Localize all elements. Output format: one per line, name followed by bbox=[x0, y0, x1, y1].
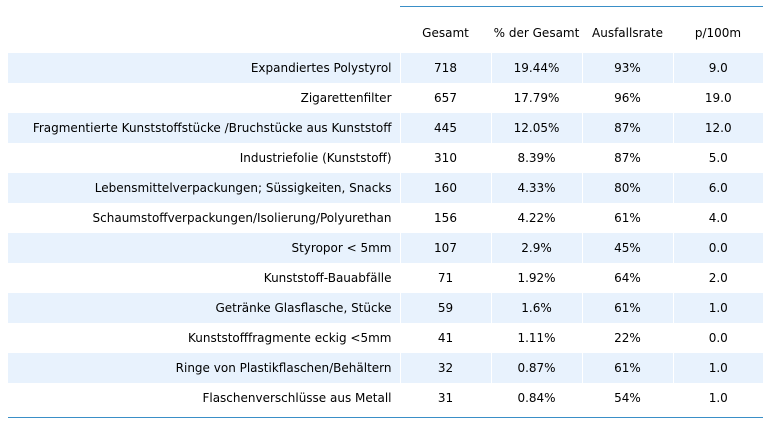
cell-gesamt: 71 bbox=[399, 263, 491, 293]
row-label: Kunststoff-Bauabfälle bbox=[8, 263, 400, 293]
cell-gesamt: 310 bbox=[399, 143, 491, 173]
table-row: Flaschenverschlüsse aus Metall 31 0.84% … bbox=[8, 383, 763, 413]
cell-ausfallsrate: 87% bbox=[581, 113, 673, 143]
cell-p100m: 19.0 bbox=[672, 83, 763, 113]
cell-ausfallsrate: 96% bbox=[581, 83, 673, 113]
cell-percent: 8.39% bbox=[490, 143, 582, 173]
table-row: Schaumstoffverpackungen/Isolierung/Polyu… bbox=[8, 203, 763, 233]
table-row: Zigarettenfilter 657 17.79% 96% 19.0 bbox=[8, 83, 763, 113]
cell-gesamt: 32 bbox=[399, 353, 491, 383]
cell-percent: 2.9% bbox=[490, 233, 582, 263]
cell-ausfallsrate: 54% bbox=[581, 383, 673, 413]
table-row: Kunststoff-Bauabfälle 71 1.92% 64% 2.0 bbox=[8, 263, 763, 293]
cell-percent: 1.92% bbox=[490, 263, 582, 293]
table-row: Expandiertes Polystyrol 718 19.44% 93% 9… bbox=[8, 53, 763, 83]
row-label: Getränke Glasflasche, Stücke bbox=[8, 293, 400, 323]
table-row: Kunststofffragmente eckig <5mm 41 1.11% … bbox=[8, 323, 763, 353]
row-label: Ringe von Plastikflaschen/Behältern bbox=[8, 353, 400, 383]
cell-p100m: 1.0 bbox=[672, 383, 763, 413]
cell-percent: 17.79% bbox=[490, 83, 582, 113]
data-table: Gesamt % der Gesamt Ausfallsrate p/100m … bbox=[8, 12, 763, 413]
cell-gesamt: 31 bbox=[399, 383, 491, 413]
cell-p100m: 12.0 bbox=[672, 113, 763, 143]
cell-percent: 4.22% bbox=[490, 203, 582, 233]
cell-ausfallsrate: 61% bbox=[581, 353, 673, 383]
table-row: Industriefolie (Kunststoff) 310 8.39% 87… bbox=[8, 143, 763, 173]
row-label: Industriefolie (Kunststoff) bbox=[8, 143, 400, 173]
table-row: Lebensmittelverpackungen; Süssigkeiten, … bbox=[8, 173, 763, 203]
cell-gesamt: 156 bbox=[399, 203, 491, 233]
row-label: Schaumstoffverpackungen/Isolierung/Polyu… bbox=[8, 203, 400, 233]
cell-percent: 19.44% bbox=[490, 53, 582, 83]
table-row: Getränke Glasflasche, Stücke 59 1.6% 61%… bbox=[8, 293, 763, 323]
table-row: Ringe von Plastikflaschen/Behältern 32 0… bbox=[8, 353, 763, 383]
cell-gesamt: 657 bbox=[399, 83, 491, 113]
cell-ausfallsrate: 64% bbox=[581, 263, 673, 293]
cell-ausfallsrate: 87% bbox=[581, 143, 673, 173]
cell-percent: 12.05% bbox=[490, 113, 582, 143]
cell-percent: 1.6% bbox=[490, 293, 582, 323]
cell-p100m: 4.0 bbox=[672, 203, 763, 233]
cell-p100m: 9.0 bbox=[672, 53, 763, 83]
cell-percent: 4.33% bbox=[490, 173, 582, 203]
row-label: Styropor < 5mm bbox=[8, 233, 400, 263]
cell-p100m: 0.0 bbox=[672, 323, 763, 353]
header-cell-ausfallsrate: Ausfallsrate bbox=[592, 25, 663, 40]
table-row: Fragmentierte Kunststoffstücke /Bruchstü… bbox=[8, 113, 763, 143]
cell-percent: 0.87% bbox=[490, 353, 582, 383]
cell-gesamt: 718 bbox=[399, 53, 491, 83]
row-label: Fragmentierte Kunststoffstücke /Bruchstü… bbox=[8, 113, 400, 143]
cell-gesamt: 59 bbox=[399, 293, 491, 323]
cell-p100m: 1.0 bbox=[672, 293, 763, 323]
cell-gesamt: 445 bbox=[399, 113, 491, 143]
table-header-row: Gesamt % der Gesamt Ausfallsrate p/100m bbox=[8, 12, 763, 53]
cell-p100m: 6.0 bbox=[672, 173, 763, 203]
row-label: Expandiertes Polystyrol bbox=[8, 53, 400, 83]
table-bottom-rule bbox=[8, 417, 763, 418]
cell-ausfallsrate: 61% bbox=[581, 293, 673, 323]
cell-p100m: 0.0 bbox=[672, 233, 763, 263]
row-label: Kunststofffragmente eckig <5mm bbox=[8, 323, 400, 353]
cell-percent: 0.84% bbox=[490, 383, 582, 413]
header-cell-label bbox=[8, 12, 400, 53]
cell-ausfallsrate: 22% bbox=[581, 323, 673, 353]
row-label: Flaschenverschlüsse aus Metall bbox=[8, 383, 400, 413]
header-cell-percent: % der Gesamt bbox=[493, 25, 580, 40]
header-cell-p100m: p/100m bbox=[694, 25, 742, 40]
cell-ausfallsrate: 45% bbox=[581, 233, 673, 263]
cell-ausfallsrate: 80% bbox=[581, 173, 673, 203]
cell-p100m: 2.0 bbox=[672, 263, 763, 293]
cell-gesamt: 41 bbox=[399, 323, 491, 353]
row-label: Lebensmittelverpackungen; Süssigkeiten, … bbox=[8, 173, 400, 203]
cell-gesamt: 160 bbox=[399, 173, 491, 203]
cell-p100m: 5.0 bbox=[672, 143, 763, 173]
cell-ausfallsrate: 61% bbox=[581, 203, 673, 233]
table-row: Styropor < 5mm 107 2.9% 45% 0.0 bbox=[8, 233, 763, 263]
header-cell-gesamt: Gesamt bbox=[422, 25, 469, 40]
table-top-rule bbox=[400, 6, 763, 7]
row-label: Zigarettenfilter bbox=[8, 83, 400, 113]
cell-percent: 1.11% bbox=[490, 323, 582, 353]
cell-ausfallsrate: 93% bbox=[581, 53, 673, 83]
cell-gesamt: 107 bbox=[399, 233, 491, 263]
cell-p100m: 1.0 bbox=[672, 353, 763, 383]
